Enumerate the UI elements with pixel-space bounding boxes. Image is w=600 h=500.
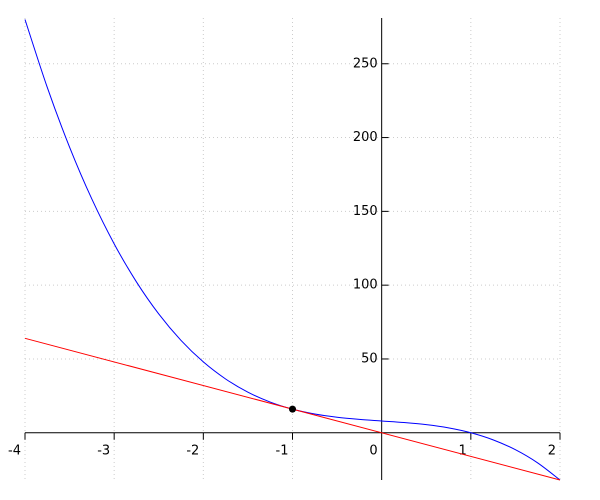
x-tick-label: 2 (548, 443, 556, 458)
y-tick-label: 200 (353, 130, 378, 145)
y-tick-label: 50 (361, 351, 378, 366)
y-tick-label: 100 (353, 278, 378, 293)
y-tick-label: 250 (353, 56, 378, 71)
point (289, 405, 296, 413)
x-tick-label: 0 (369, 443, 377, 458)
x-tick-label: -2 (186, 443, 199, 458)
x-tick-label: -3 (97, 443, 110, 458)
x-tick-label: -1 (276, 443, 289, 458)
y-tick-label: 150 (353, 204, 378, 219)
x-tick-label: 1 (459, 443, 467, 458)
x-tick-label: -4 (8, 443, 21, 458)
